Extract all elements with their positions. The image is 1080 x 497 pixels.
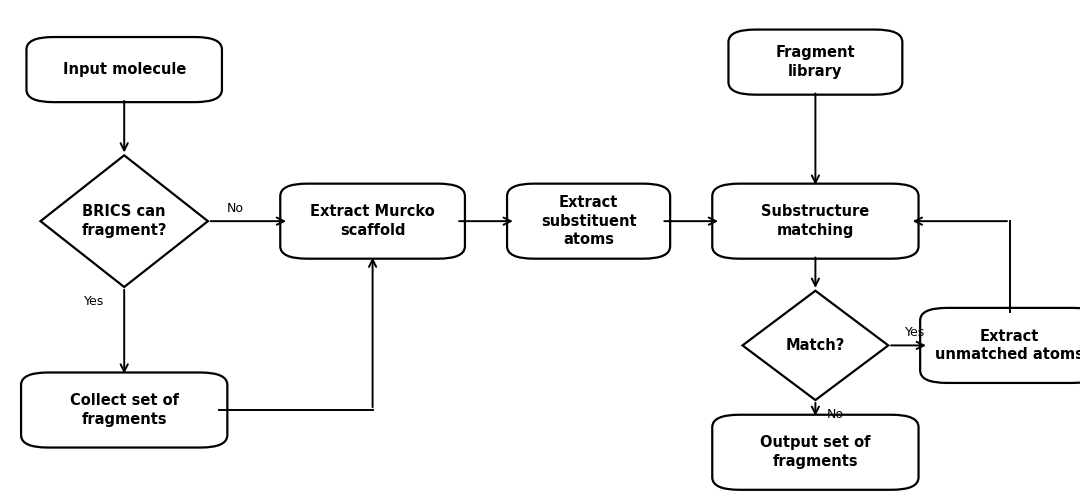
FancyBboxPatch shape: [920, 308, 1080, 383]
FancyBboxPatch shape: [280, 183, 464, 258]
Text: Extract Murcko
scaffold: Extract Murcko scaffold: [310, 204, 435, 238]
FancyBboxPatch shape: [713, 183, 919, 258]
Text: No: No: [826, 409, 843, 421]
Text: Collect set of
fragments: Collect set of fragments: [70, 393, 178, 427]
Text: BRICS can
fragment?: BRICS can fragment?: [81, 204, 167, 238]
FancyBboxPatch shape: [508, 183, 671, 258]
Polygon shape: [41, 155, 207, 287]
Text: Extract
substituent
atoms: Extract substituent atoms: [541, 195, 636, 248]
Text: Yes: Yes: [84, 295, 104, 309]
Text: Output set of
fragments: Output set of fragments: [760, 435, 870, 469]
FancyBboxPatch shape: [22, 373, 228, 447]
FancyBboxPatch shape: [713, 414, 919, 490]
FancyBboxPatch shape: [26, 37, 222, 102]
Text: Substructure
matching: Substructure matching: [761, 204, 869, 238]
Text: Match?: Match?: [786, 338, 845, 353]
Polygon shape: [743, 291, 888, 400]
FancyBboxPatch shape: [729, 30, 902, 94]
Text: No: No: [227, 202, 243, 215]
Text: Input molecule: Input molecule: [63, 62, 186, 77]
Text: Extract
unmatched atoms: Extract unmatched atoms: [935, 329, 1080, 362]
Text: Fragment
library: Fragment library: [775, 45, 855, 79]
Text: Yes: Yes: [905, 327, 926, 339]
